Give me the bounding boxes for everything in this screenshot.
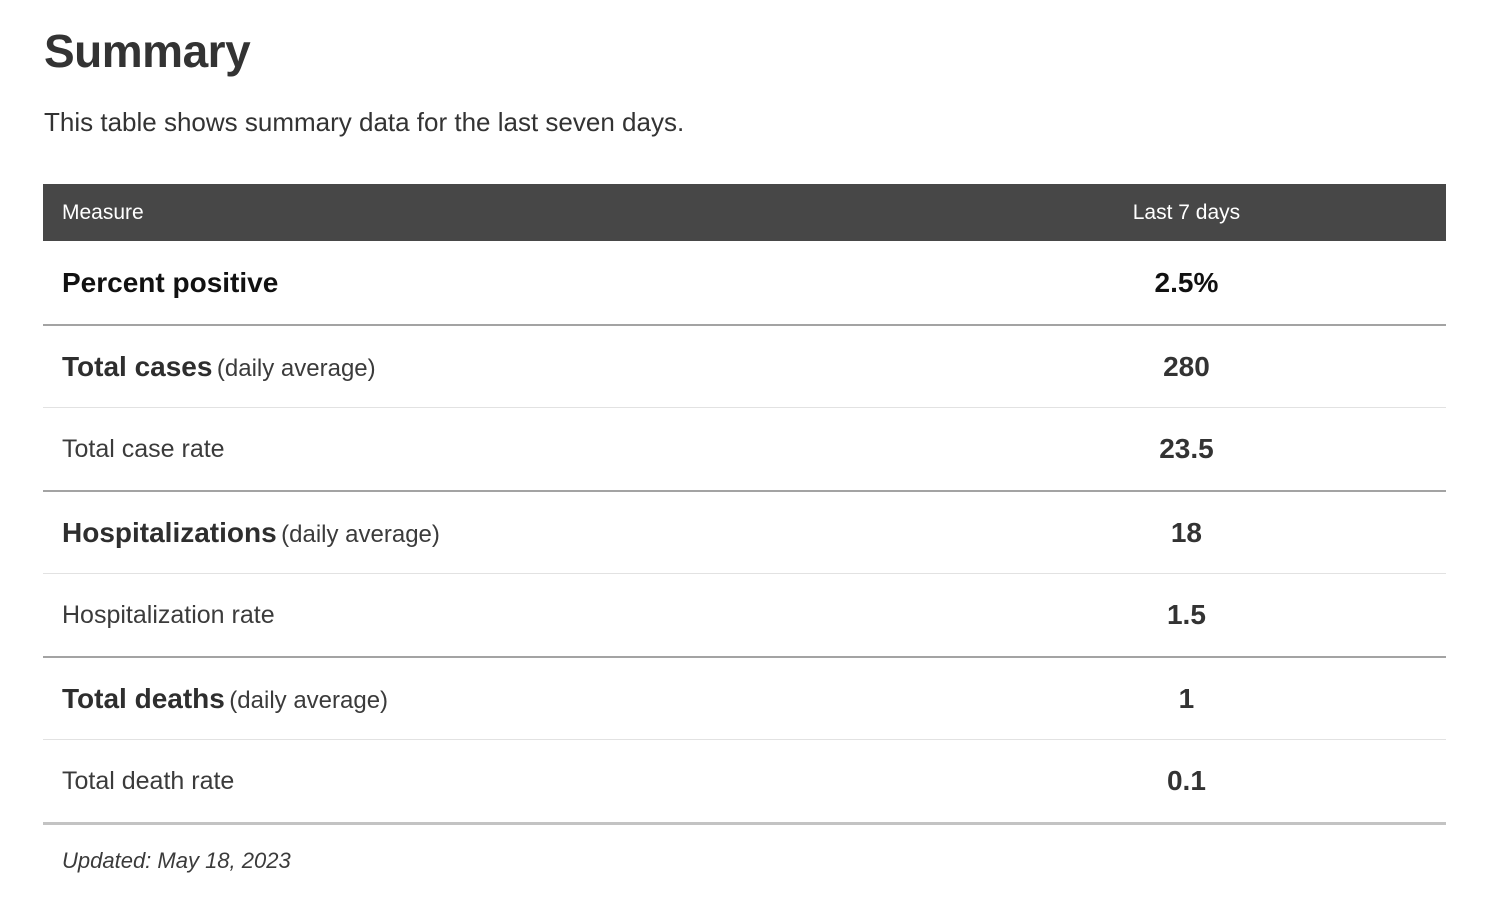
updated-timestamp: Updated: May 18, 2023: [62, 848, 291, 874]
row-label: Total cases (daily average): [43, 351, 927, 383]
row-label-text: Total deaths: [62, 682, 225, 714]
summary-table: Measure Last 7 days Percent positive 2.5…: [43, 184, 1446, 826]
page-subtitle: This table shows summary data for the la…: [44, 107, 685, 137]
row-label: Hospitalization rate: [43, 601, 927, 630]
row-label: Total case rate: [43, 435, 927, 464]
row-label-suffix-text: (daily average): [216, 354, 376, 382]
table-row-percent-positive: Percent positive 2.5%: [43, 241, 1446, 325]
row-label-text: Total death rate: [62, 766, 235, 795]
row-label-suffix-text: (daily average): [281, 520, 440, 548]
row-label-text: Percent positive: [62, 266, 279, 298]
table-row-total-death-rate: Total death rate 0.1: [43, 739, 1446, 823]
row-label-suffix-text: (daily average): [229, 686, 389, 714]
table-row-hospitalizations: Hospitalizations (daily average) 18: [43, 490, 1446, 574]
column-header-measure: Measure: [62, 200, 144, 224]
row-label-text: Hospitalizations: [62, 516, 277, 548]
row-label: Total deaths (daily average): [43, 683, 927, 715]
column-header-last-7-days: Last 7 days: [1132, 200, 1241, 224]
row-label-text: Total case rate: [62, 434, 225, 463]
row-value: 280: [1163, 350, 1210, 382]
row-label-text: Hospitalization rate: [62, 600, 275, 629]
table-row-total-deaths: Total deaths (daily average) 1: [43, 656, 1446, 740]
row-value: 18: [1170, 516, 1203, 548]
row-value: 1.5: [1166, 599, 1206, 631]
page-title: Summary: [44, 25, 251, 77]
row-value: 1: [1178, 682, 1195, 714]
row-label: Percent positive: [43, 267, 927, 299]
row-value: 0.1: [1166, 765, 1206, 797]
row-label-text: Total cases: [62, 350, 213, 382]
row-label-suffix: (daily average): [281, 521, 440, 548]
row-label: Hospitalizations (daily average): [43, 517, 927, 549]
row-value: 2.5%: [1154, 266, 1219, 298]
row-value: 23.5: [1159, 433, 1214, 465]
table-row-total-case-rate: Total case rate 23.5: [43, 407, 1446, 491]
row-label: Total death rate: [43, 767, 927, 796]
row-label-suffix: (daily average): [229, 687, 388, 714]
table-header-row: Measure Last 7 days: [43, 184, 1446, 242]
table-row-total-cases: Total cases (daily average) 280: [43, 324, 1446, 408]
table-row-hospitalization-rate: Hospitalization rate 1.5: [43, 573, 1446, 657]
row-label-suffix: (daily average): [217, 355, 376, 382]
